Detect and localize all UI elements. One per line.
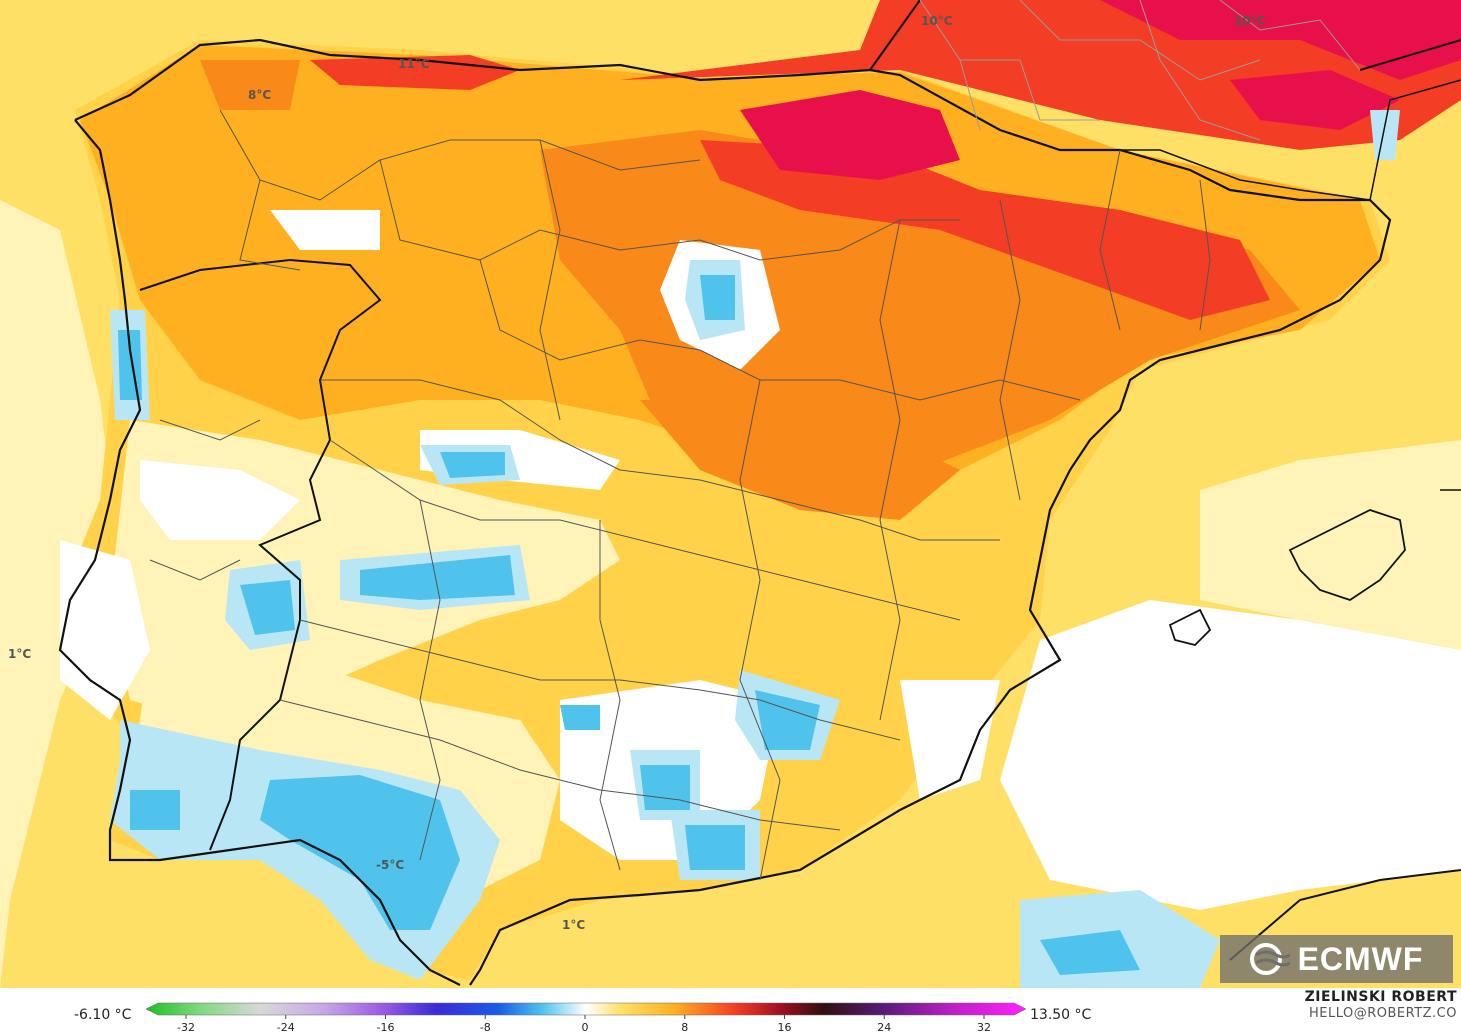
- colorbar-tick-label: 16: [778, 1021, 792, 1034]
- colorbar-tick-label: -32: [177, 1021, 195, 1034]
- map-label: 10°C: [1234, 14, 1266, 28]
- author-email: HELLO@ROBERTZ.CO: [1308, 1006, 1457, 1021]
- author-name: ZIELINSKI ROBERT: [1304, 989, 1457, 1005]
- legend-max-value: 13.50 °C: [1030, 1007, 1092, 1023]
- colorbar-tick-label: 0: [582, 1021, 589, 1034]
- legend-min-value: -6.10 °C: [74, 1007, 132, 1023]
- colorbar-tick-label: -24: [277, 1021, 295, 1034]
- temperature-map: 11°C 8°C 10°C 10°C 1°C -5°C 1°C: [0, 0, 1461, 988]
- ecmwf-logo-text: ECMWF: [1297, 940, 1424, 977]
- ecmwf-logo: ECMWF: [1220, 935, 1453, 983]
- map-label: 11°C: [398, 57, 430, 71]
- colorbar-tick-label: -16: [377, 1021, 395, 1034]
- map-label: -5°C: [376, 858, 404, 872]
- map-label: 1°C: [562, 918, 585, 932]
- colorbar-tick-label: 24: [877, 1021, 891, 1034]
- map-label: 10°C: [921, 14, 953, 28]
- colorbar-tick-label: 8: [681, 1021, 688, 1034]
- ecmwf-logo-icon: [1249, 943, 1290, 975]
- map-label: 8°C: [248, 88, 271, 102]
- colorbar-tick-label: 32: [977, 1021, 991, 1034]
- colorbar-tick-label: -8: [480, 1021, 491, 1034]
- map-label: 1°C: [8, 647, 31, 661]
- color-scale-legend: -32 -24 -16 -8 0 8 16 24 32: [146, 1002, 1026, 1034]
